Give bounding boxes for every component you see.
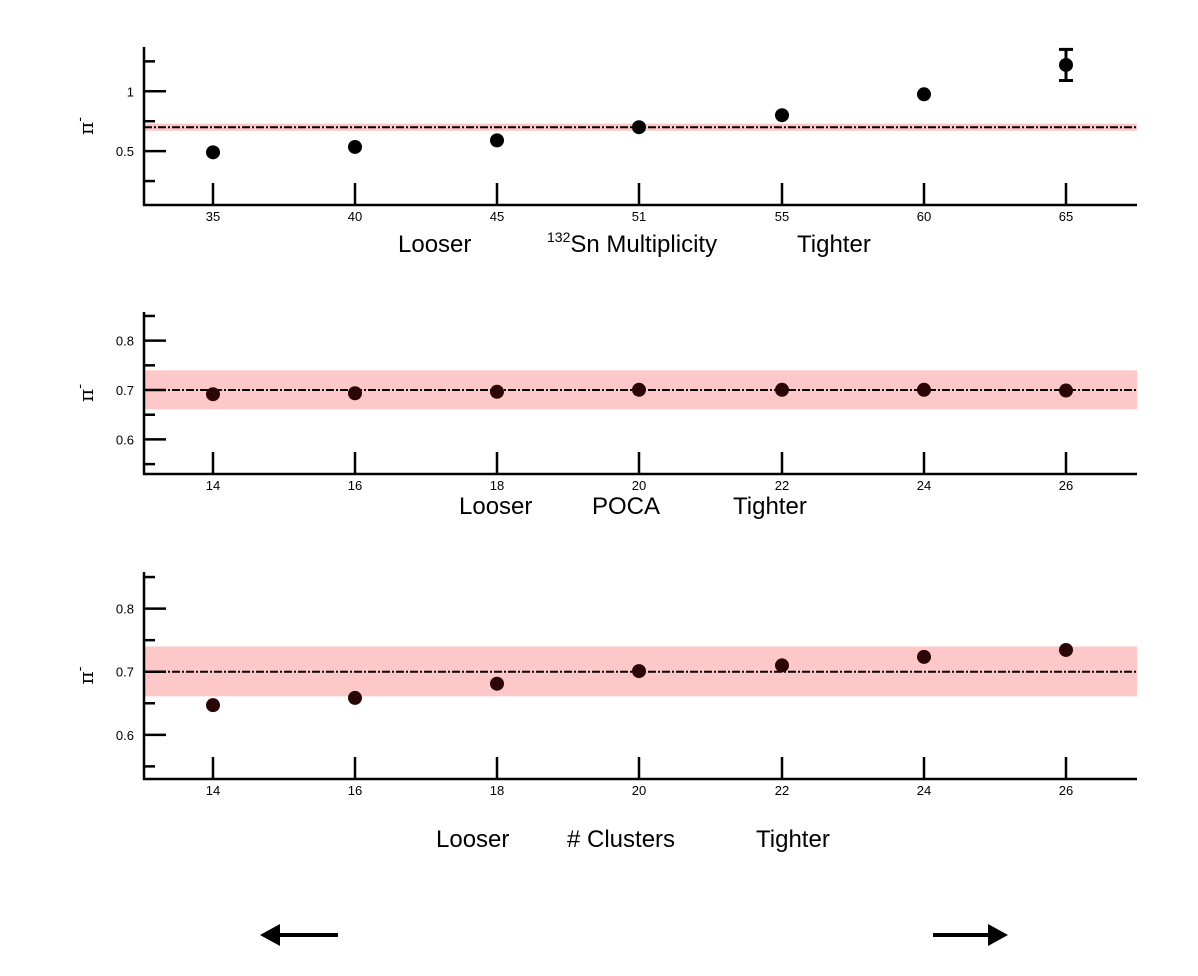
y-tick-label: 0.8 [116,602,134,617]
x-label-quantity: # Clusters [567,826,675,853]
x-tick-label: 26 [1059,478,1073,493]
data-point [1059,642,1073,657]
data-point [206,145,220,160]
x-label-looser: Looser [398,231,471,258]
x-label-quantity: 132Sn Multiplicity [547,229,717,258]
x-tick-label: 45 [490,209,504,224]
x-tick-label: 24 [917,783,931,798]
data-point [490,133,504,148]
y-tick-label: 0.6 [116,432,134,447]
data-point [775,382,789,397]
x-tick-label: 60 [917,209,931,224]
y-tick-label: 1 [127,84,134,99]
data-point [348,386,362,401]
left-arrow-head [260,924,280,946]
x-label-looser: Looser [436,826,509,853]
y-axis-label: π- [72,384,98,402]
data-point [632,120,646,135]
x-tick-label: 35 [206,209,220,224]
x-label-quantity: POCA [592,493,660,520]
data-point [490,384,504,399]
x-label-tighter: Tighter [797,231,871,258]
panel-2: 0.6 0.7 0.8 14 16 18 20 22 24 26 π- Looser POCA Tight… [72,312,1137,520]
x-tick-label: 18 [490,783,504,798]
y-tick-label: 0.8 [116,334,134,349]
data-point [206,698,220,713]
x-tick-label: 51 [632,209,646,224]
right-arrow-head [988,924,1008,946]
data-point [1059,57,1073,72]
data-point [206,387,220,402]
x-tick-label: 14 [206,478,220,493]
x-tick-label: 26 [1059,783,1073,798]
y-tick-label: 0.5 [116,144,134,159]
x-tick-label: 14 [206,783,220,798]
data-point [917,382,931,397]
x-tick-label: 20 [632,783,646,798]
y-tick-label: 0.7 [116,383,134,398]
x-tick-label: 22 [775,478,789,493]
x-tick-label: 22 [775,783,789,798]
x-tick-label: 40 [348,209,362,224]
data-point [490,676,504,691]
x-tick-label: 20 [632,478,646,493]
x-tick-label: 65 [1059,209,1073,224]
x-tick-label: 16 [348,478,362,493]
data-point [632,382,646,397]
panel-1: 0.5 1 35 40 45 51 55 60 65 π- Looser 132Sn Multipli… [72,47,1137,258]
x-label-tighter: Tighter [756,826,830,853]
right-arrow-icon [933,924,1008,946]
left-arrow-icon [260,924,338,946]
data-point [775,658,789,673]
y-tick-label: 0.6 [116,728,134,743]
y-axis-label: π- [72,666,98,684]
data-point [917,649,931,664]
x-tick-label: 24 [917,478,931,493]
data-point [1059,383,1073,398]
x-tick-label: 55 [775,209,789,224]
data-point [348,139,362,154]
y-axis-label: π- [72,117,98,135]
x-tick-label: 16 [348,783,362,798]
data-point [775,108,789,123]
panel-3: 0.6 0.7 0.8 14 16 18 20 22 24 26 π- Looser # Cluster… [72,572,1137,853]
data-point [917,87,931,102]
x-label-looser: Looser [459,493,532,520]
y-tick-label: 0.7 [116,665,134,680]
x-tick-label: 18 [490,478,504,493]
data-point [632,664,646,679]
x-label-tighter: Tighter [733,493,807,520]
data-point [348,690,362,705]
